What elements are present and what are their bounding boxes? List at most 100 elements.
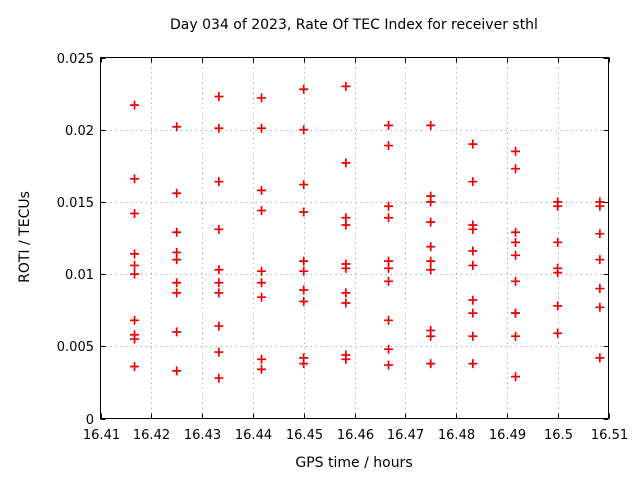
plot-border bbox=[100, 57, 609, 419]
data-point bbox=[511, 227, 521, 237]
x-axis-label: GPS time / hours bbox=[295, 455, 412, 471]
y-tick-labels: 0 0.005 0.01 0.015 0.02 0.025 bbox=[57, 52, 94, 428]
data-point bbox=[341, 288, 351, 298]
data-point bbox=[130, 315, 140, 325]
data-point bbox=[384, 120, 394, 130]
y-tick-label: 0.015 bbox=[57, 196, 94, 211]
data-point bbox=[595, 302, 605, 312]
y-tick-label: 0.025 bbox=[57, 52, 94, 67]
data-point bbox=[426, 217, 436, 227]
data-point bbox=[341, 158, 351, 168]
data-point bbox=[384, 276, 394, 286]
data-point bbox=[214, 224, 224, 234]
data-point bbox=[468, 246, 478, 256]
data-point bbox=[172, 288, 182, 298]
data-point bbox=[257, 278, 267, 288]
data-point bbox=[468, 308, 478, 318]
data-point bbox=[426, 359, 436, 369]
data-point bbox=[214, 321, 224, 331]
data-point bbox=[341, 81, 351, 91]
data-point bbox=[511, 308, 521, 318]
data-point bbox=[214, 265, 224, 275]
data-point bbox=[468, 295, 478, 305]
data-point bbox=[426, 331, 436, 341]
x-tick-label: 16.5 bbox=[544, 428, 573, 443]
data-point bbox=[384, 201, 394, 211]
data-point bbox=[341, 263, 351, 273]
data-point bbox=[553, 201, 563, 211]
data-point bbox=[553, 301, 563, 311]
data-points bbox=[130, 81, 605, 383]
data-point bbox=[553, 237, 563, 247]
data-point bbox=[426, 242, 436, 252]
data-point bbox=[214, 177, 224, 187]
x-tick-label: 16.45 bbox=[286, 428, 323, 443]
data-point bbox=[426, 256, 436, 266]
data-point bbox=[257, 292, 267, 302]
data-point bbox=[341, 354, 351, 364]
data-point bbox=[299, 256, 309, 266]
data-point bbox=[426, 197, 436, 207]
data-point bbox=[426, 120, 436, 130]
data-point bbox=[595, 255, 605, 265]
data-point bbox=[384, 213, 394, 223]
data-point bbox=[468, 177, 478, 187]
data-point bbox=[172, 188, 182, 198]
data-point bbox=[426, 265, 436, 275]
y-tick-label: 0.02 bbox=[65, 124, 94, 139]
gridlines bbox=[100, 57, 609, 419]
data-point bbox=[172, 227, 182, 237]
data-point bbox=[595, 284, 605, 294]
data-point bbox=[511, 276, 521, 286]
data-point bbox=[130, 269, 140, 279]
data-point bbox=[468, 224, 478, 234]
data-point bbox=[384, 315, 394, 325]
data-point bbox=[511, 250, 521, 260]
x-tick-label: 16.43 bbox=[184, 428, 221, 443]
x-tick-label: 16.41 bbox=[83, 428, 120, 443]
data-point bbox=[299, 297, 309, 307]
x-tick-label: 16.46 bbox=[337, 428, 374, 443]
x-tick-label: 16.49 bbox=[489, 428, 526, 443]
data-point bbox=[172, 122, 182, 132]
data-point bbox=[130, 334, 140, 344]
data-point bbox=[384, 360, 394, 370]
data-point bbox=[595, 353, 605, 363]
data-point bbox=[384, 263, 394, 273]
data-point bbox=[468, 359, 478, 369]
x-tick-labels: 16.41 16.42 16.43 16.44 16.45 16.46 16.47 16.48… bbox=[83, 428, 628, 443]
data-point bbox=[299, 285, 309, 295]
data-point bbox=[172, 366, 182, 376]
data-point bbox=[468, 139, 478, 149]
data-point bbox=[553, 328, 563, 338]
data-point bbox=[511, 146, 521, 156]
data-point bbox=[172, 278, 182, 288]
data-point bbox=[341, 298, 351, 308]
data-point bbox=[130, 362, 140, 372]
data-point bbox=[257, 123, 267, 133]
data-point bbox=[214, 347, 224, 357]
data-point bbox=[384, 344, 394, 354]
y-tick-label: 0.01 bbox=[65, 268, 94, 283]
x-tick-label: 16.48 bbox=[438, 428, 475, 443]
data-point bbox=[257, 206, 267, 216]
data-point bbox=[214, 278, 224, 288]
data-point bbox=[214, 288, 224, 298]
x-tick-label: 16.47 bbox=[387, 428, 424, 443]
data-point bbox=[468, 260, 478, 270]
data-point bbox=[130, 208, 140, 218]
data-point bbox=[172, 255, 182, 265]
y-tick-label: 0.005 bbox=[57, 340, 94, 355]
data-point bbox=[595, 229, 605, 239]
data-point bbox=[214, 123, 224, 133]
x-tick-label: 16.42 bbox=[133, 428, 170, 443]
data-point bbox=[299, 266, 309, 276]
data-point bbox=[257, 93, 267, 103]
data-point bbox=[299, 180, 309, 190]
data-point bbox=[595, 201, 605, 211]
data-point bbox=[511, 331, 521, 341]
data-point bbox=[130, 174, 140, 184]
data-point bbox=[257, 354, 267, 364]
y-tick-label: 0 bbox=[86, 413, 94, 428]
